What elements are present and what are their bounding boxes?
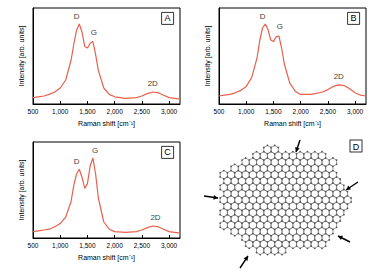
svg-text:1,000: 1,000 [238,108,255,115]
svg-text:1,500: 1,500 [265,108,282,115]
svg-text:2,500: 2,500 [134,242,151,249]
svg-text:B: B [351,13,357,23]
svg-text:2,000: 2,000 [293,108,310,115]
svg-text:Intensity [arb. units]: Intensity [arb. units] [204,26,212,87]
svg-text:C: C [164,147,171,157]
svg-text:2,500: 2,500 [320,108,337,115]
svg-text:2,000: 2,000 [107,108,124,115]
svg-text:1,000: 1,000 [52,108,69,115]
svg-text:3,000: 3,000 [347,108,364,115]
svg-text:2D: 2D [148,79,158,88]
svg-text:3,000: 3,000 [161,242,178,249]
svg-text:1,500: 1,500 [79,108,96,115]
svg-text:Intensity [arb. units]: Intensity [arb. units] [18,160,26,221]
svg-text:G: G [277,22,283,31]
svg-text:Raman shift [cm⁻¹]: Raman shift [cm⁻¹] [78,120,135,128]
svg-text:500: 500 [214,108,225,115]
svg-text:A: A [165,13,171,23]
svg-text:1,500: 1,500 [79,242,96,249]
svg-text:G: G [91,28,97,37]
svg-text:D: D [74,12,80,21]
svg-text:1,000: 1,000 [52,242,69,249]
svg-text:D: D [353,142,360,152]
svg-text:3,000: 3,000 [161,108,178,115]
svg-text:D: D [260,12,266,21]
svg-text:500: 500 [28,242,39,249]
svg-text:2D: 2D [334,72,344,81]
svg-text:500: 500 [28,108,39,115]
svg-text:2,000: 2,000 [107,242,124,249]
svg-text:2,500: 2,500 [134,108,151,115]
svg-text:Raman shift [cm⁻¹]: Raman shift [cm⁻¹] [78,254,135,262]
svg-text:2D: 2D [150,213,160,222]
svg-text:Intensity [arb. units]: Intensity [arb. units] [18,26,26,87]
svg-text:G: G [92,146,98,155]
svg-text:D: D [74,157,80,166]
svg-text:Raman shift [cm⁻¹]: Raman shift [cm⁻¹] [264,120,321,128]
